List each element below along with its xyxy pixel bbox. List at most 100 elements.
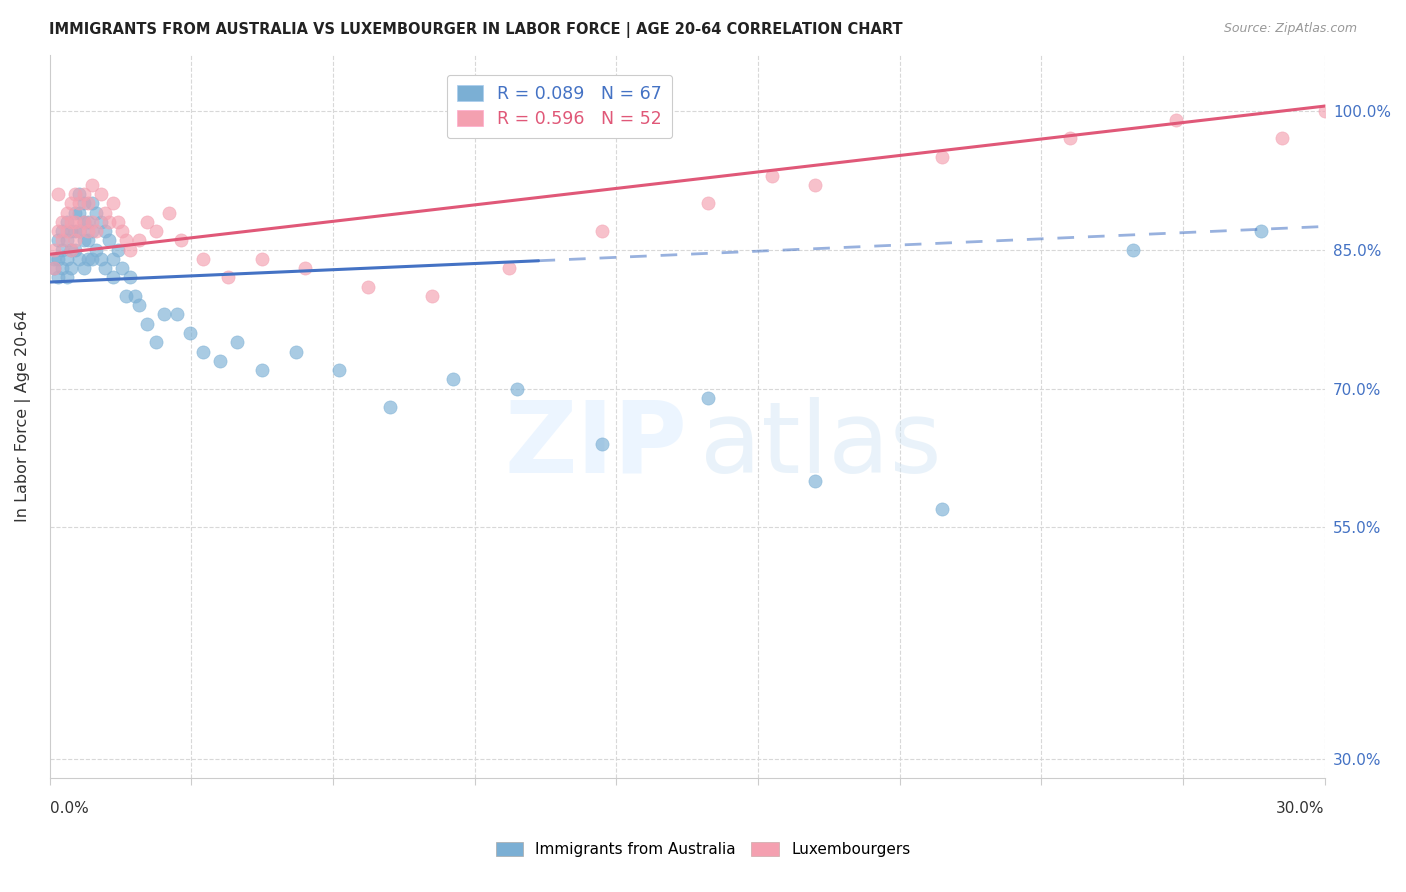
Point (170, 233, 193, 247)
Point (82, 224, 104, 238)
Point (115, 233, 138, 247)
Text: 30.0%: 30.0% (1277, 801, 1324, 815)
Point (1122, 243, 1144, 257)
Text: IMMIGRANTS FROM AUSTRALIA VS LUXEMBOURGER IN LABOR FORCE | AGE 20-64 CORRELATION: IMMIGRANTS FROM AUSTRALIA VS LUXEMBOURGE… (49, 22, 903, 38)
Point (1164, 112, 1187, 127)
Point (1250, 224, 1272, 238)
Point (90, 252, 112, 266)
Point (51, 243, 73, 257)
Point (59, 215, 82, 229)
Point (77, 233, 100, 247)
Point (107, 215, 129, 229)
Point (69, 252, 91, 266)
Point (498, 261, 520, 276)
Point (59, 196, 82, 211)
Point (65, 215, 87, 229)
Point (42, 252, 65, 266)
Point (103, 270, 125, 285)
Point (136, 215, 159, 229)
Point (51, 261, 73, 276)
Point (55, 270, 77, 285)
Point (59, 243, 82, 257)
Point (59, 261, 82, 276)
Point (761, 169, 783, 183)
Point (86, 243, 108, 257)
Point (69, 224, 91, 238)
Point (179, 326, 201, 340)
Point (55, 224, 77, 238)
Point (65, 233, 87, 247)
Text: Source: ZipAtlas.com: Source: ZipAtlas.com (1223, 22, 1357, 36)
Point (86, 224, 108, 238)
Point (145, 335, 167, 350)
Point (98, 215, 121, 229)
Point (82, 252, 104, 266)
Point (128, 233, 150, 247)
Point (252, 252, 274, 266)
Point (208, 353, 231, 368)
Point (73, 233, 96, 247)
Point (166, 308, 188, 322)
Point (73, 196, 96, 211)
Point (107, 243, 129, 257)
Point (77, 252, 100, 266)
Point (1313, 103, 1336, 118)
Point (51, 233, 73, 247)
Point (51, 224, 73, 238)
Point (77, 224, 100, 238)
Point (69, 187, 91, 202)
Point (931, 150, 953, 164)
Point (111, 224, 134, 238)
Point (82, 215, 104, 229)
Text: atlas: atlas (700, 397, 942, 494)
Point (73, 187, 96, 202)
Point (591, 224, 613, 238)
Point (65, 187, 87, 202)
Point (357, 279, 380, 293)
Point (82, 196, 104, 211)
Text: 0.0%: 0.0% (49, 801, 89, 815)
Point (697, 196, 720, 211)
Point (1059, 131, 1081, 145)
Point (697, 391, 720, 405)
Point (77, 196, 100, 211)
Point (145, 224, 167, 238)
Point (103, 196, 125, 211)
Point (378, 400, 401, 414)
Point (42, 261, 65, 276)
Point (157, 205, 180, 219)
Point (65, 205, 87, 219)
Point (51, 215, 73, 229)
Point (443, 372, 465, 386)
Point (86, 205, 108, 219)
Point (55, 215, 77, 229)
Point (69, 224, 91, 238)
Point (252, 363, 274, 377)
Point (111, 261, 134, 276)
Point (103, 252, 125, 266)
Point (90, 187, 112, 202)
Point (90, 215, 112, 229)
Y-axis label: In Labor Force | Age 20-64: In Labor Force | Age 20-64 (15, 310, 31, 523)
Point (128, 298, 150, 312)
Point (73, 215, 96, 229)
Point (191, 252, 214, 266)
Point (420, 289, 443, 303)
Point (46, 187, 69, 202)
Point (506, 382, 529, 396)
Point (94, 261, 117, 276)
Point (73, 261, 96, 276)
Point (591, 437, 613, 451)
Point (1271, 131, 1294, 145)
Point (120, 243, 142, 257)
Legend: R = 0.089   N = 67, R = 0.596   N = 52: R = 0.089 N = 67, R = 0.596 N = 52 (447, 75, 672, 138)
Point (73, 215, 96, 229)
Point (120, 270, 142, 285)
Point (285, 344, 308, 359)
Point (124, 289, 146, 303)
Point (55, 233, 77, 247)
Point (55, 252, 77, 266)
Point (65, 243, 87, 257)
Point (98, 233, 121, 247)
Point (46, 270, 69, 285)
